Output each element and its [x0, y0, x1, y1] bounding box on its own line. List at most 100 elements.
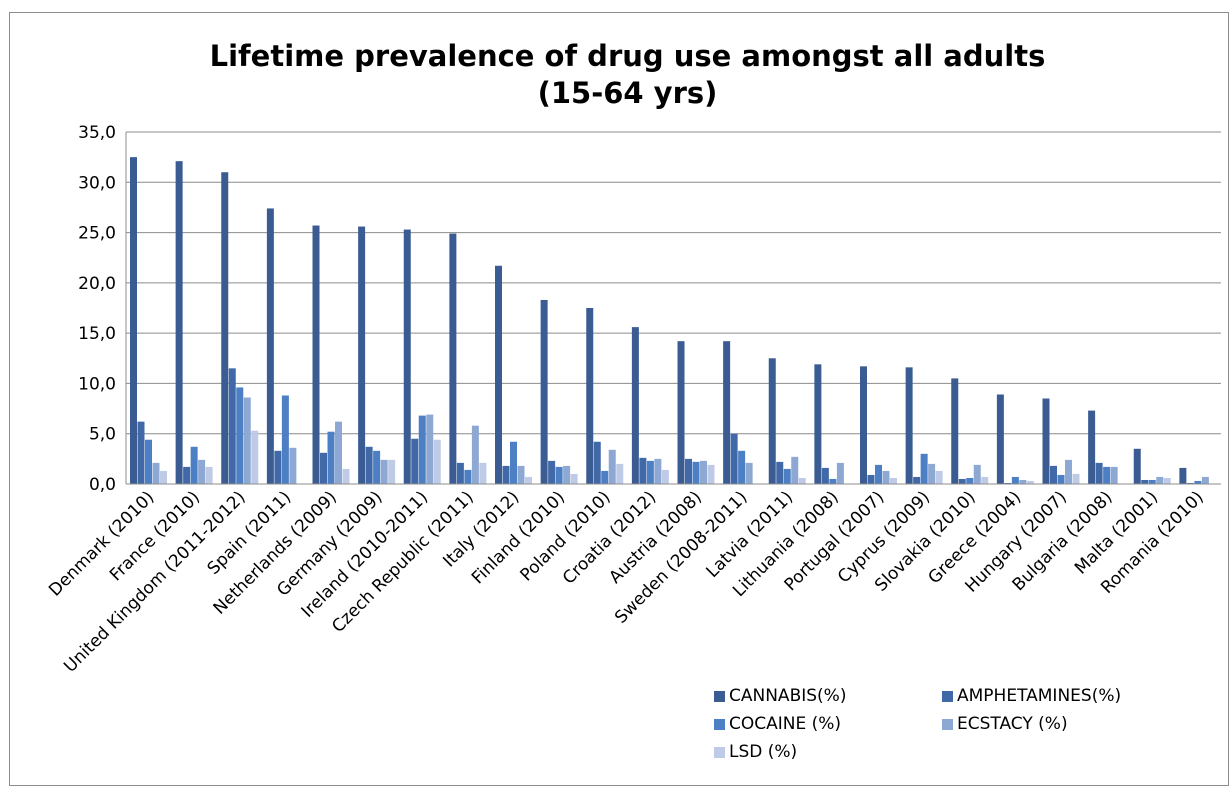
bar-4-18 — [928, 463, 936, 484]
chart-title-line-1: Lifetime prevalence of drug use amongst … — [209, 39, 1046, 73]
bar-4-2 — [198, 459, 206, 484]
bar-3-12 — [646, 460, 654, 484]
bar-3-13 — [692, 461, 700, 484]
bar-4-16 — [836, 462, 844, 484]
bar-3-22 — [1103, 466, 1111, 484]
bar-4-14 — [745, 462, 753, 484]
bar-2-1 — [137, 421, 145, 484]
x-category-label: United Kingdom (2011-2012) — [60, 487, 249, 676]
bar-5-20 — [1026, 480, 1034, 484]
y-tick-label: 25,0 — [78, 224, 116, 244]
bar-5-21 — [1072, 473, 1080, 484]
bar-1-8 — [449, 233, 457, 484]
bar-3-21 — [1057, 474, 1065, 484]
legend-item: COCAINE (%) — [714, 712, 841, 736]
bar-2-19 — [958, 478, 966, 484]
bar-1-12 — [631, 327, 639, 484]
bar-5-5 — [342, 468, 350, 484]
bar-4-21 — [1065, 459, 1072, 484]
bar-3-5 — [327, 431, 335, 484]
legend-swatch — [714, 690, 725, 702]
bar-4-23 — [1156, 476, 1164, 484]
legend-label: CANNABIS(%) — [729, 686, 847, 706]
bar-5-2 — [205, 466, 213, 484]
bar-1-1 — [130, 157, 137, 484]
bar-1-6 — [358, 226, 366, 484]
bar-3-1 — [145, 439, 152, 484]
bar-2-13 — [685, 458, 692, 484]
bar-4-5 — [335, 421, 342, 484]
bar-3-19 — [966, 477, 974, 484]
y-tick-label: 5,0 — [89, 425, 116, 445]
bar-4-7 — [426, 414, 434, 484]
bar-4-24 — [1201, 476, 1209, 484]
y-tick-label: 15,0 — [78, 324, 116, 344]
bar-2-5 — [320, 452, 327, 484]
legend-item: ECSTACY (%) — [942, 712, 1068, 736]
bar-1-15 — [768, 358, 776, 484]
bar-2-4 — [274, 450, 282, 484]
bar-4-4 — [289, 447, 297, 484]
legend-swatch — [942, 690, 953, 702]
bar-5-6 — [388, 459, 396, 484]
bar-1-19 — [951, 378, 959, 484]
y-tick-label: 10,0 — [78, 374, 116, 394]
bar-3-3 — [236, 387, 244, 484]
bar-5-8 — [479, 462, 487, 484]
bar-4-10 — [563, 465, 571, 484]
bar-3-8 — [464, 469, 472, 484]
bar-3-4 — [281, 395, 289, 484]
bar-2-15 — [776, 461, 784, 484]
bar-3-11 — [601, 470, 609, 484]
bar-1-18 — [905, 367, 913, 484]
legend-swatch — [942, 718, 953, 730]
bar-5-3 — [251, 430, 259, 484]
bar-4-9 — [517, 465, 525, 484]
bar-3-20 — [1011, 476, 1019, 484]
bar-2-8 — [456, 462, 464, 484]
bar-3-18 — [920, 453, 928, 484]
bar-4-12 — [654, 458, 662, 484]
chart-title: Lifetime prevalence of drug use amongst … — [0, 38, 1231, 112]
legend-swatch — [714, 746, 725, 758]
bar-1-4 — [266, 208, 274, 485]
bar-3-9 — [510, 441, 517, 484]
legend-item: AMPHETAMINES(%) — [942, 684, 1121, 708]
bar-2-22 — [1095, 462, 1103, 484]
bar-3-7 — [418, 415, 426, 484]
bar-1-14 — [723, 341, 731, 484]
bar-2-16 — [821, 467, 829, 484]
bar-3-15 — [783, 468, 791, 484]
bar-2-21 — [1050, 465, 1057, 484]
bar-1-9 — [495, 265, 502, 484]
legend-label: LSD (%) — [729, 742, 798, 762]
bar-1-2 — [175, 161, 183, 484]
bar-3-6 — [373, 450, 381, 484]
bar-2-6 — [365, 446, 373, 484]
bar-4-13 — [700, 460, 707, 484]
bar-5-15 — [798, 477, 806, 484]
bar-3-14 — [738, 450, 746, 484]
bar-4-11 — [608, 449, 616, 484]
y-tick-label: 20,0 — [78, 274, 116, 294]
bar-4-22 — [1110, 466, 1118, 484]
bar-1-11 — [586, 308, 594, 484]
bar-5-1 — [160, 470, 167, 484]
bar-5-23 — [1163, 477, 1171, 484]
legend-label: COCAINE (%) — [729, 714, 842, 734]
bar-2-14 — [730, 433, 738, 484]
bar-2-18 — [913, 476, 921, 484]
chart-frame — [9, 12, 1229, 786]
bar-5-12 — [661, 469, 669, 484]
y-tick-label: 30,0 — [78, 173, 116, 193]
bar-4-6 — [380, 459, 388, 484]
bar-1-20 — [996, 394, 1004, 484]
bar-2-24 — [1186, 482, 1194, 484]
bar-1-3 — [221, 172, 229, 484]
legend-swatch — [714, 718, 725, 730]
bar-2-17 — [867, 474, 875, 484]
bar-2-9 — [502, 465, 510, 484]
bar-2-7 — [411, 438, 419, 484]
bar-1-23 — [1133, 448, 1141, 484]
